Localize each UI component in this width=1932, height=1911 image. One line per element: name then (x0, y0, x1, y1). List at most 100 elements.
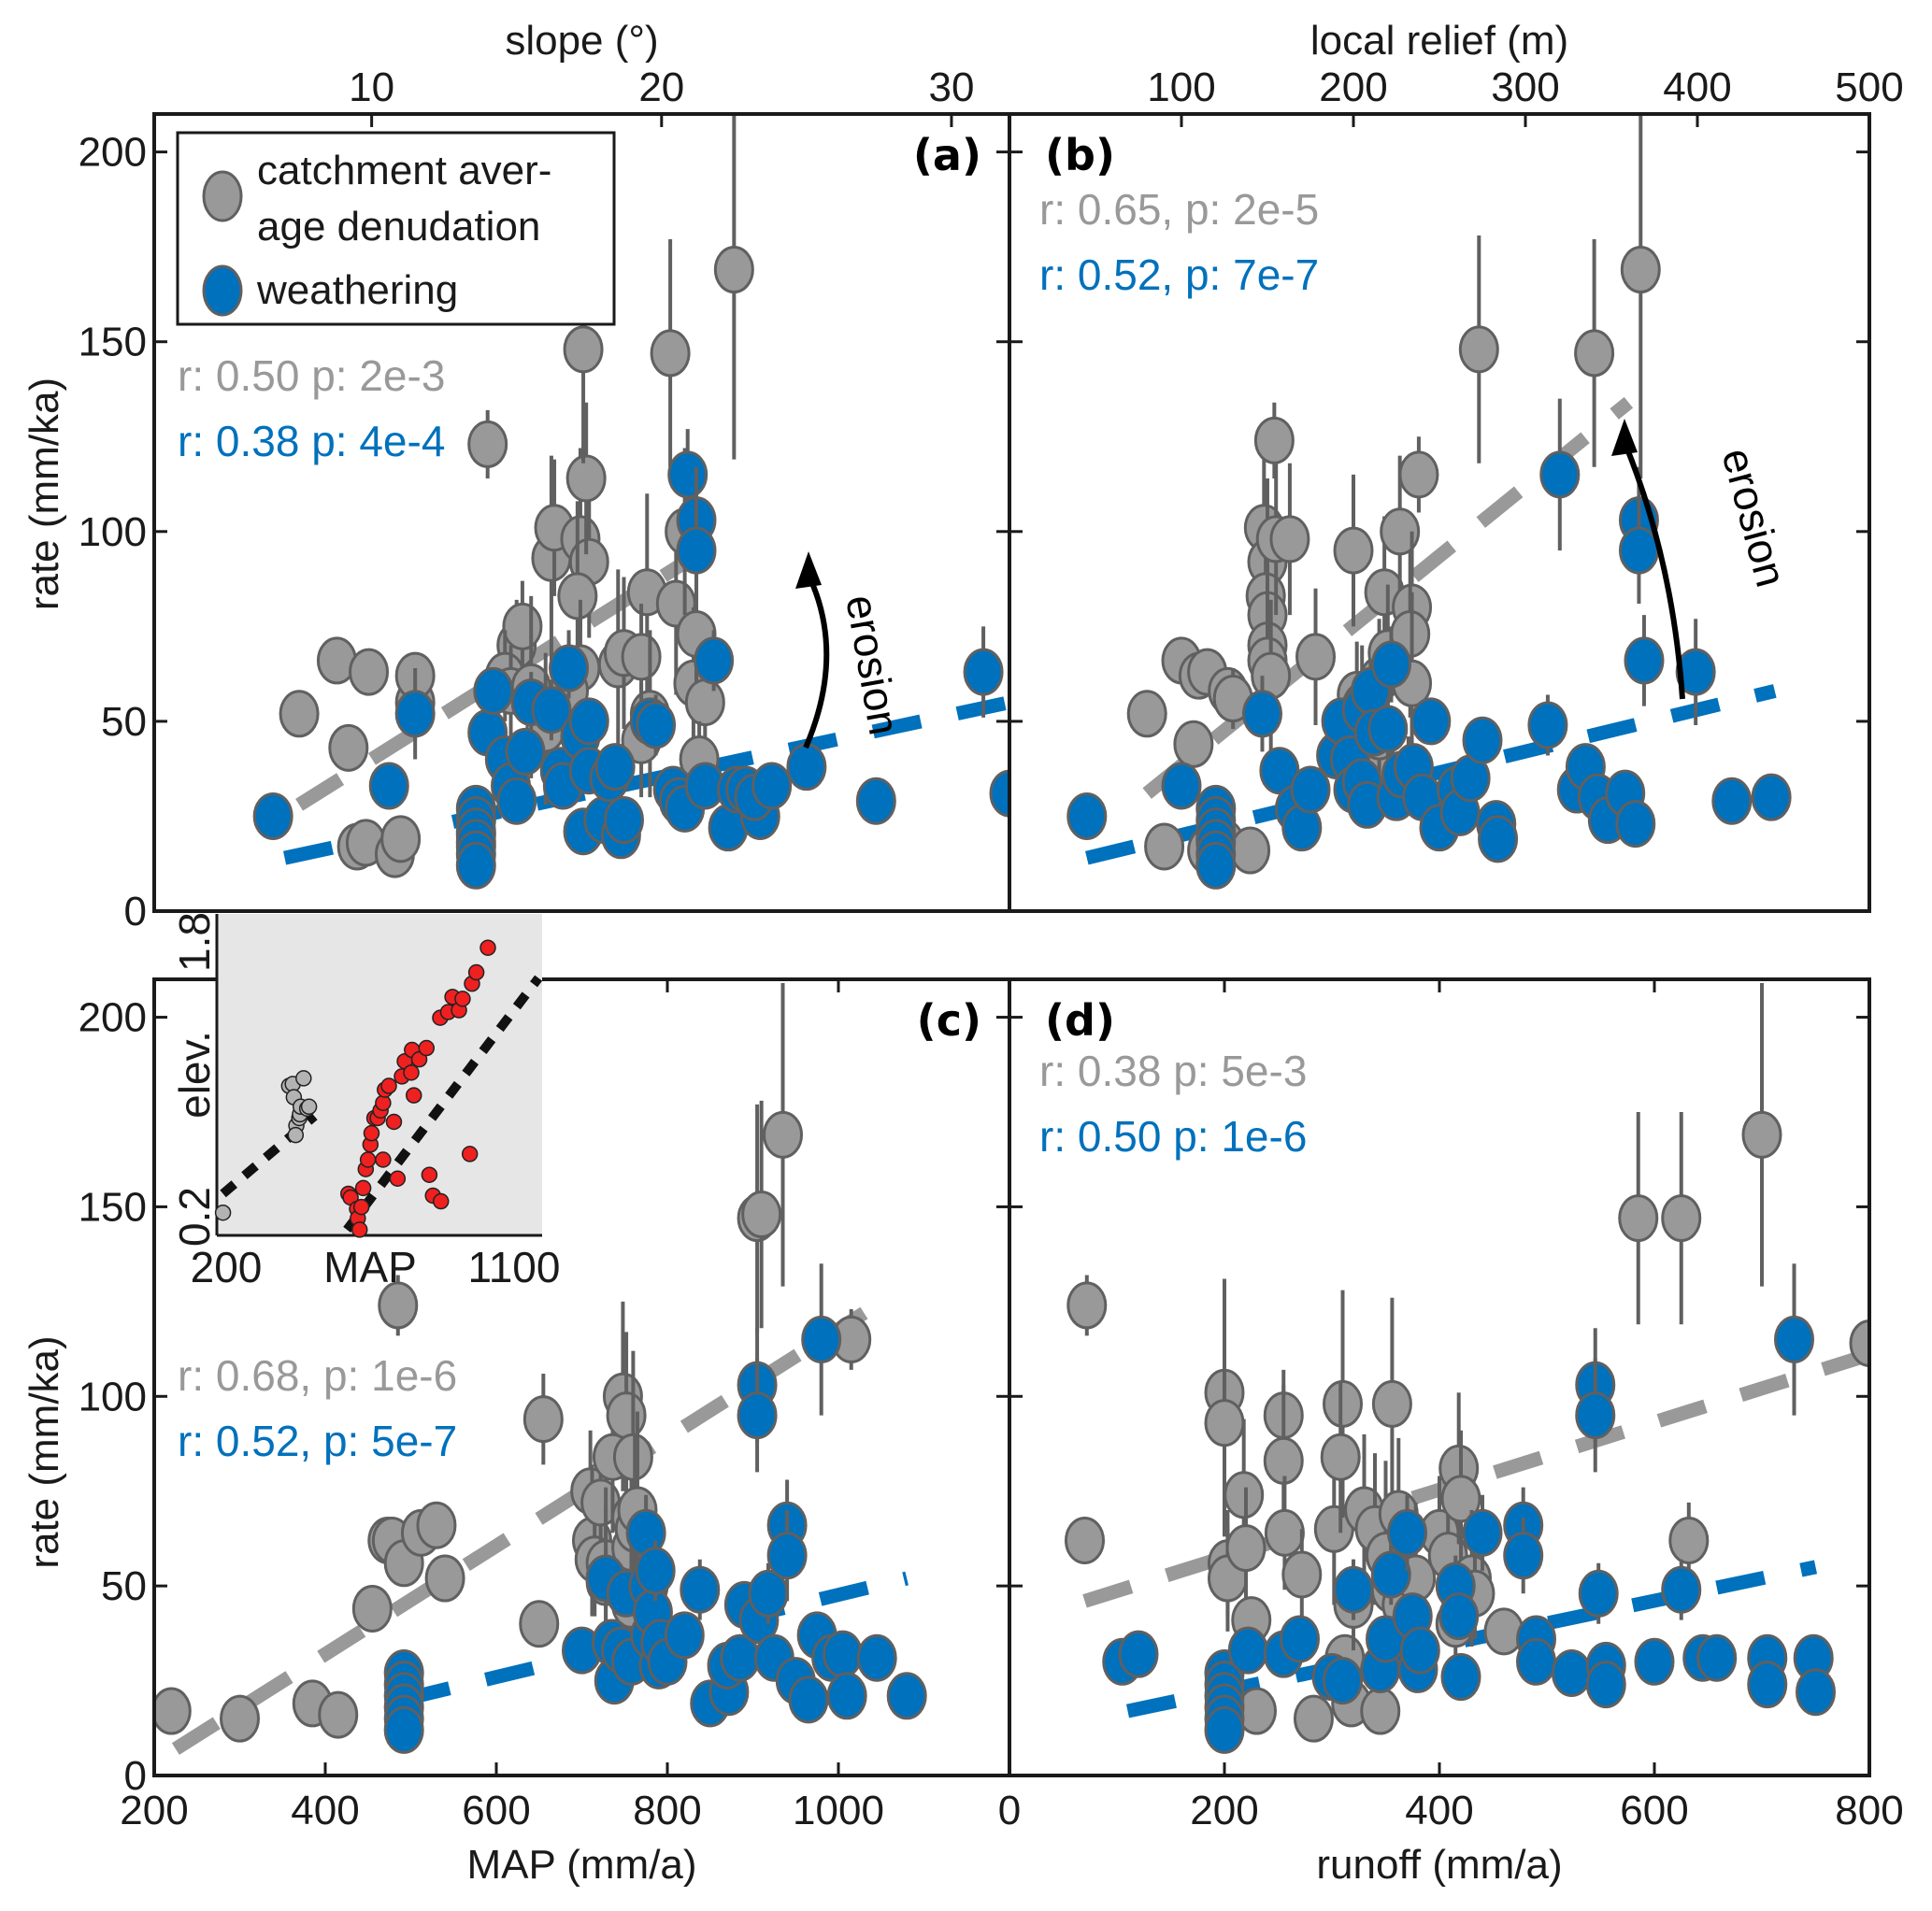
data-point-denudation (1661, 1194, 1702, 1243)
y-tick-label: 100 (79, 1374, 147, 1419)
data-point-denudation (378, 1281, 419, 1330)
data-point-weathering (1774, 1315, 1814, 1363)
data-point-weathering (594, 743, 636, 791)
y-tick-label: 0 (124, 889, 147, 934)
data-point-denudation (328, 723, 369, 772)
x-tick-label: 800 (1835, 1788, 1903, 1833)
x-tick-label: 0 (998, 1788, 1021, 1833)
data-point-weathering (1227, 1626, 1268, 1675)
inset-point-high (363, 1124, 380, 1142)
erosion-arrow-shaft (1622, 440, 1685, 700)
panel-label: (c) (917, 995, 981, 1046)
inset-point-low (300, 1098, 318, 1116)
data-point-denudation (763, 1110, 804, 1159)
data-point-weathering (751, 762, 793, 810)
data-point-weathering (1551, 1648, 1592, 1697)
data-point-denudation (1224, 1471, 1265, 1519)
data-point-denudation (318, 1690, 359, 1739)
x-tick-label: 600 (462, 1788, 530, 1833)
x-tick-label: 1000 (793, 1788, 884, 1833)
y-tick-label: 200 (79, 995, 147, 1041)
inset-point-high (410, 1050, 428, 1068)
data-point-denudation (563, 325, 604, 374)
data-point-weathering (1280, 1615, 1320, 1663)
inset-background (217, 914, 542, 1235)
inset-point-high (359, 1151, 377, 1168)
inset-trendline-high (343, 975, 543, 1233)
y-tick-label: 150 (79, 1184, 147, 1230)
stat-text-weathering: r: 0.52, p: 5e-7 (178, 1417, 457, 1465)
stat-text-weathering: r: 0.52, p: 7e-7 (1039, 250, 1319, 299)
data-point-denudation (1458, 325, 1499, 374)
data-point-weathering (549, 644, 590, 692)
data-point-weathering (886, 1672, 927, 1720)
data-point-denudation (1144, 822, 1185, 871)
data-point-weathering (1539, 450, 1581, 499)
data-point-denudation (467, 420, 508, 468)
data-point-weathering (801, 1315, 842, 1363)
data-point-weathering (1387, 1508, 1427, 1557)
legend-label: age denudation (257, 204, 540, 250)
data-point-weathering (455, 841, 496, 890)
data-point-denudation (1269, 515, 1310, 563)
data-point-weathering (786, 743, 827, 791)
x-axis-label: runoff (mm/a) (1316, 1842, 1562, 1888)
data-point-weathering (1478, 815, 1519, 863)
panel-d: 0 200 400 600 800 runoff (mm/a) (d)r: 0.38 p: … (998, 977, 1904, 1888)
data-point-weathering (788, 1676, 829, 1724)
plot-area-d (1065, 983, 1869, 1754)
stat-text-denudation: r: 0.65, p: 2e-5 (1039, 185, 1319, 234)
x-tick-label: 10 (349, 64, 394, 110)
data-point-denudation (154, 1687, 192, 1735)
plot-area-b (1066, 114, 1792, 890)
inset-point-high (467, 963, 485, 981)
data-point-weathering (1333, 1565, 1374, 1614)
x-tick-label: 20 (638, 64, 684, 110)
stat-text-weathering: r: 0.38 p: 4e-4 (178, 417, 445, 465)
data-point-denudation (1173, 720, 1214, 768)
inset-point-high (385, 1113, 403, 1131)
axes-frame (1008, 112, 1871, 913)
data-point-weathering (855, 777, 896, 825)
data-point-denudation (1620, 246, 1661, 294)
series-weathering (1066, 398, 1792, 890)
x-tick-label: 400 (291, 1788, 359, 1833)
series-denudation (1065, 983, 1869, 1743)
plot-area-c (154, 983, 927, 1755)
data-point-denudation (1253, 416, 1295, 464)
data-point-denudation (1398, 450, 1439, 499)
stat-text-weathering: r: 0.50 p: 1e-6 (1039, 1112, 1307, 1161)
y-tick-label: 50 (101, 1563, 147, 1609)
data-point-weathering (1370, 1550, 1411, 1599)
arrow-head-icon (1611, 419, 1638, 456)
panel-label: (d) (1045, 995, 1115, 1046)
data-point-denudation (1323, 1379, 1363, 1428)
inset-point-low (214, 1204, 232, 1221)
data-point-denudation (621, 633, 662, 681)
data-point-denudation (684, 678, 725, 727)
data-point-weathering (368, 762, 409, 810)
data-point-weathering (496, 777, 537, 825)
data-point-weathering (1578, 1569, 1619, 1618)
panel-c: 0 50 100 150 200 200 400 600 800 1000 MAP (mm/a) ra… (21, 912, 1011, 1888)
data-point-denudation (650, 329, 691, 378)
data-point-weathering (1290, 765, 1331, 814)
data-point-denudation (1204, 1399, 1245, 1448)
data-point-weathering (856, 1633, 897, 1682)
inset-trendline-low (220, 1112, 318, 1198)
inset-point-high (421, 1166, 438, 1183)
data-point-weathering (1462, 716, 1503, 764)
data-point-weathering (1204, 1705, 1245, 1754)
data-point-weathering (1675, 648, 1716, 696)
panel-b: 100 200 300 400 500 local relief (m) (b) r: 0.6… (1008, 18, 1904, 913)
inset-point-high (461, 1146, 479, 1162)
inset-point-high (418, 1039, 436, 1057)
inset-point-high (375, 1151, 392, 1168)
data-point-weathering (1370, 640, 1411, 689)
y-axis-label: rate (mm/ka) (21, 1335, 67, 1568)
data-point-weathering (1527, 701, 1568, 749)
data-point-denudation (1741, 1110, 1782, 1159)
legend-marker-denudation (202, 170, 243, 222)
data-point-weathering (1241, 690, 1282, 738)
series-weathering (383, 1263, 927, 1754)
